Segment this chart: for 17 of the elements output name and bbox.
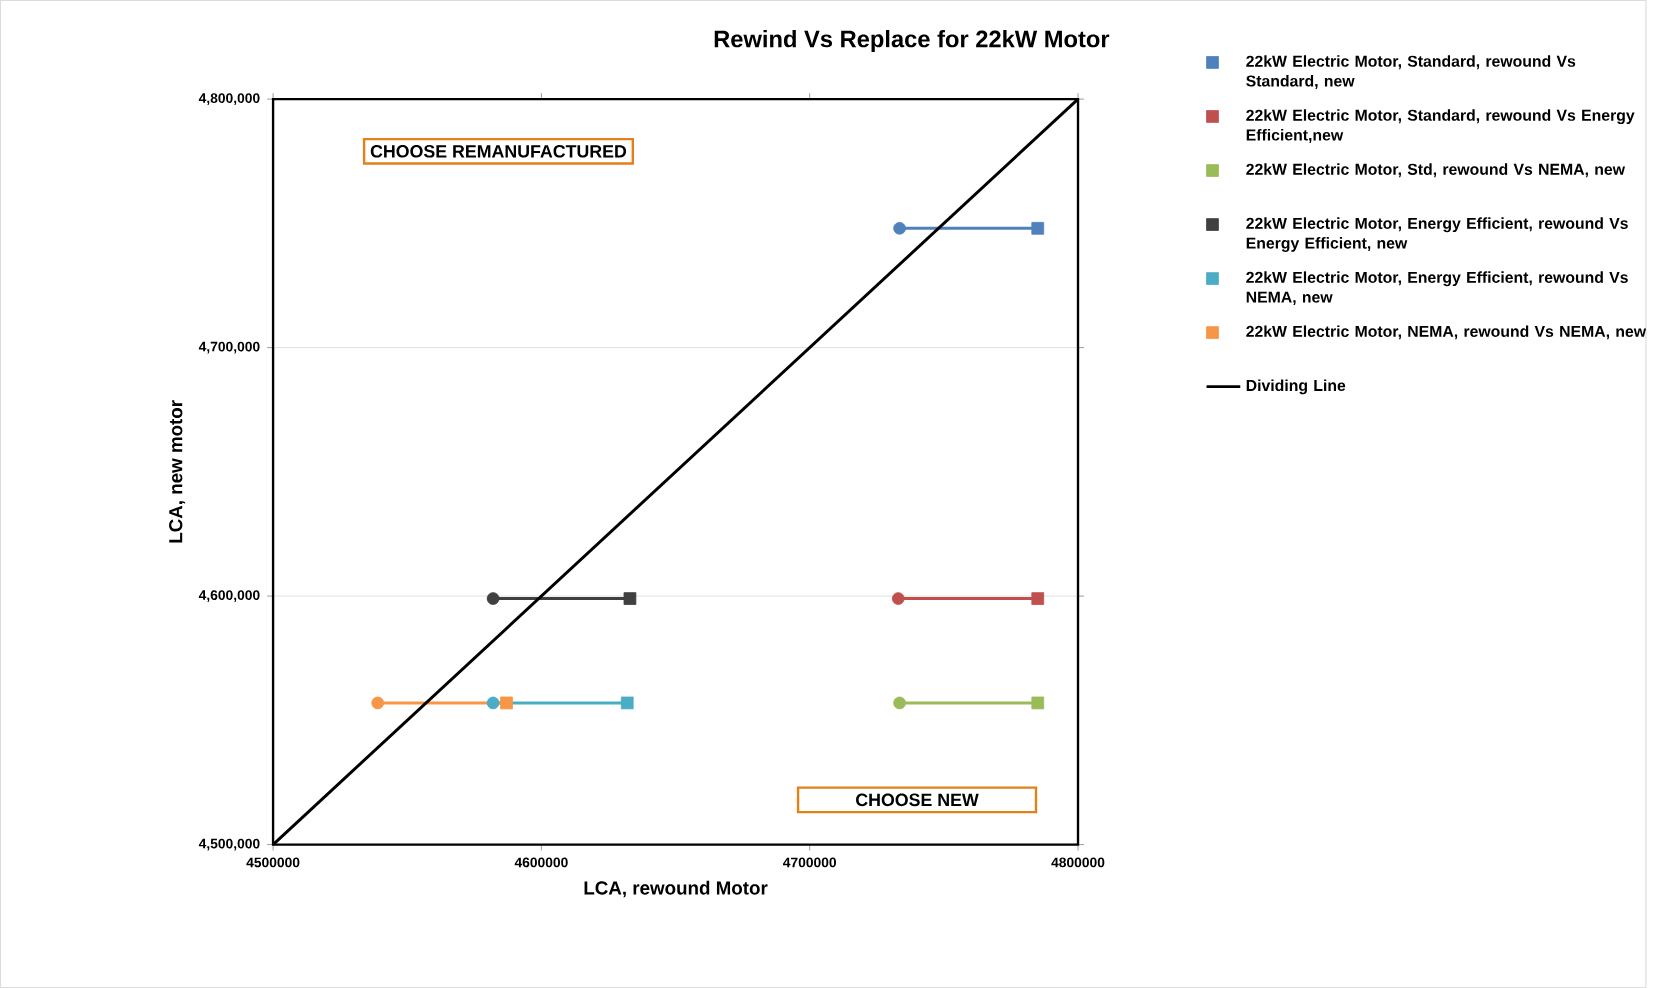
point — [371, 696, 385, 710]
point — [486, 696, 500, 710]
point — [891, 592, 905, 605]
point — [1031, 696, 1045, 710]
x-axis-title: LCA, rewound Motor — [584, 880, 768, 898]
chart-title: Rewind Vs Replace for 22kW Motor — [714, 29, 1110, 53]
point — [486, 592, 500, 605]
point — [1031, 221, 1045, 235]
point — [893, 221, 906, 235]
point — [500, 696, 513, 710]
point — [623, 592, 637, 605]
annotation: CHOOSE NEW — [856, 793, 979, 807]
point — [1031, 592, 1045, 605]
point — [620, 696, 634, 710]
y-axis-title: LCA, new motor — [169, 400, 186, 543]
point — [893, 696, 906, 710]
annotation: CHOOSE REMANUFACTURED — [370, 144, 627, 158]
